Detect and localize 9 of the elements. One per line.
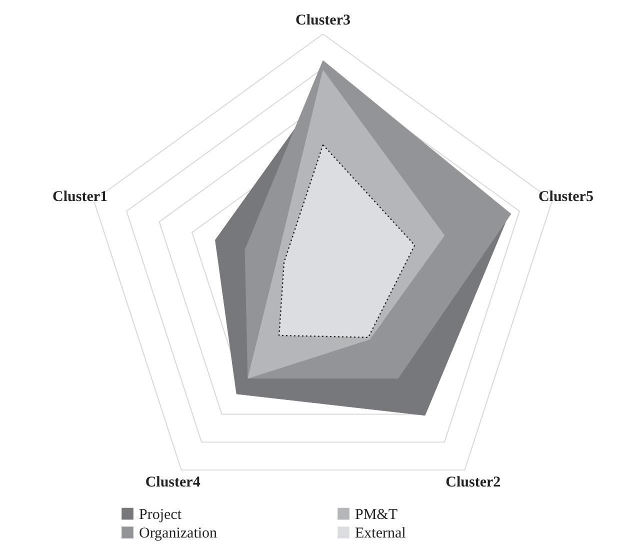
legend-label: External	[355, 526, 406, 542]
spoke-label: Cluster5	[538, 189, 594, 206]
spoke-label: Cluster3	[296, 12, 350, 29]
spoke-label: Cluster4	[145, 474, 201, 491]
spoke-label: Cluster2	[446, 474, 501, 491]
legend-label: Project	[139, 506, 182, 523]
legend-label: Organization	[139, 526, 218, 542]
legend-label: PM&T	[355, 506, 398, 523]
spoke-label: Cluster1	[52, 189, 108, 206]
